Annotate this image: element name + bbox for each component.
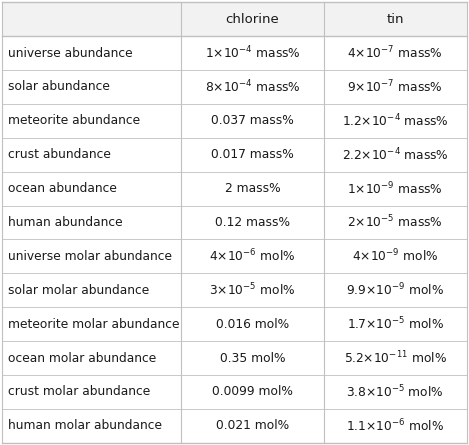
- Text: crust molar abundance: crust molar abundance: [8, 385, 150, 398]
- Bar: [2, 172, 467, 206]
- Text: meteorite abundance: meteorite abundance: [8, 114, 140, 127]
- Text: $5.2{\times}10^{-11}$ mol%: $5.2{\times}10^{-11}$ mol%: [344, 350, 446, 366]
- Text: ocean abundance: ocean abundance: [8, 182, 117, 195]
- Text: $3.8{\times}10^{-5}$ mol%: $3.8{\times}10^{-5}$ mol%: [346, 384, 444, 400]
- Text: 0.021 mol%: 0.021 mol%: [216, 419, 289, 433]
- Text: crust abundance: crust abundance: [8, 148, 111, 161]
- Bar: [2, 36, 467, 70]
- Text: 0.35 mol%: 0.35 mol%: [219, 352, 285, 364]
- Bar: [2, 409, 467, 443]
- Text: 2 mass%: 2 mass%: [225, 182, 280, 195]
- Text: 0.037 mass%: 0.037 mass%: [211, 114, 294, 127]
- Text: $9{\times}10^{-7}$ mass%: $9{\times}10^{-7}$ mass%: [347, 79, 443, 95]
- Text: $9.9{\times}10^{-9}$ mol%: $9.9{\times}10^{-9}$ mol%: [346, 282, 444, 299]
- Bar: [2, 239, 467, 273]
- Text: $1{\times}10^{-4}$ mass%: $1{\times}10^{-4}$ mass%: [204, 45, 300, 61]
- Text: $4{\times}10^{-7}$ mass%: $4{\times}10^{-7}$ mass%: [347, 45, 443, 61]
- Text: $1.1{\times}10^{-6}$ mol%: $1.1{\times}10^{-6}$ mol%: [346, 417, 444, 434]
- Text: universe molar abundance: universe molar abundance: [8, 250, 172, 263]
- Text: meteorite molar abundance: meteorite molar abundance: [8, 318, 180, 331]
- Text: universe abundance: universe abundance: [8, 47, 133, 60]
- Bar: [2, 307, 467, 341]
- Text: $3{\times}10^{-5}$ mol%: $3{\times}10^{-5}$ mol%: [209, 282, 295, 299]
- Text: 0.0099 mol%: 0.0099 mol%: [212, 385, 293, 398]
- Bar: [2, 104, 467, 138]
- Text: human molar abundance: human molar abundance: [8, 419, 162, 433]
- Bar: [2, 2, 467, 36]
- Text: solar molar abundance: solar molar abundance: [8, 284, 149, 297]
- Text: $4{\times}10^{-6}$ mol%: $4{\times}10^{-6}$ mol%: [209, 248, 295, 265]
- Text: $1{\times}10^{-9}$ mass%: $1{\times}10^{-9}$ mass%: [347, 180, 443, 197]
- Text: 0.017 mass%: 0.017 mass%: [211, 148, 294, 161]
- Bar: [2, 375, 467, 409]
- Text: $1.7{\times}10^{-5}$ mol%: $1.7{\times}10^{-5}$ mol%: [347, 316, 444, 332]
- Bar: [2, 138, 467, 172]
- Text: human abundance: human abundance: [8, 216, 122, 229]
- Bar: [2, 273, 467, 307]
- Text: $2.2{\times}10^{-4}$ mass%: $2.2{\times}10^{-4}$ mass%: [342, 146, 448, 163]
- Text: chlorine: chlorine: [226, 12, 279, 26]
- Text: $2{\times}10^{-5}$ mass%: $2{\times}10^{-5}$ mass%: [347, 214, 443, 231]
- Text: 0.12 mass%: 0.12 mass%: [215, 216, 290, 229]
- Bar: [2, 70, 467, 104]
- Text: $4{\times}10^{-9}$ mol%: $4{\times}10^{-9}$ mol%: [352, 248, 439, 265]
- Text: solar abundance: solar abundance: [8, 81, 110, 93]
- Text: 0.016 mol%: 0.016 mol%: [216, 318, 289, 331]
- Text: ocean molar abundance: ocean molar abundance: [8, 352, 156, 364]
- Bar: [2, 341, 467, 375]
- Text: $8{\times}10^{-4}$ mass%: $8{\times}10^{-4}$ mass%: [204, 79, 300, 95]
- Text: $1.2{\times}10^{-4}$ mass%: $1.2{\times}10^{-4}$ mass%: [342, 113, 448, 129]
- Text: tin: tin: [386, 12, 404, 26]
- Bar: [2, 206, 467, 239]
